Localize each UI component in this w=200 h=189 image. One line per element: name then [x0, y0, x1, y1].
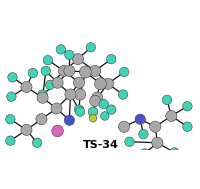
Circle shape	[99, 99, 108, 109]
Circle shape	[64, 50, 74, 60]
Circle shape	[73, 77, 84, 88]
Circle shape	[89, 95, 100, 107]
Circle shape	[64, 115, 74, 125]
Circle shape	[151, 137, 162, 148]
Circle shape	[118, 90, 127, 99]
Circle shape	[119, 67, 128, 77]
Circle shape	[37, 92, 48, 103]
Circle shape	[165, 110, 176, 122]
Circle shape	[149, 121, 160, 132]
Circle shape	[124, 137, 134, 146]
Circle shape	[52, 125, 63, 137]
Circle shape	[41, 66, 50, 76]
Circle shape	[134, 114, 145, 124]
Circle shape	[28, 68, 37, 78]
Circle shape	[51, 103, 62, 114]
Circle shape	[79, 66, 91, 78]
Circle shape	[21, 81, 32, 93]
Circle shape	[138, 129, 147, 139]
Circle shape	[32, 138, 42, 148]
Circle shape	[75, 107, 84, 116]
Circle shape	[94, 78, 106, 90]
Circle shape	[6, 115, 15, 124]
Circle shape	[139, 149, 148, 158]
Text: TS-34: TS-34	[82, 140, 118, 150]
Circle shape	[106, 54, 115, 64]
Circle shape	[89, 65, 100, 77]
Circle shape	[56, 45, 65, 54]
Circle shape	[52, 77, 63, 88]
Circle shape	[106, 105, 115, 114]
Circle shape	[6, 136, 15, 145]
Circle shape	[36, 114, 47, 125]
Circle shape	[86, 43, 95, 52]
Circle shape	[7, 92, 16, 101]
Circle shape	[91, 92, 102, 103]
Circle shape	[43, 55, 52, 65]
Circle shape	[38, 90, 47, 99]
Circle shape	[89, 114, 96, 122]
Circle shape	[65, 89, 76, 100]
Circle shape	[162, 95, 171, 105]
Circle shape	[169, 148, 178, 157]
Circle shape	[21, 124, 32, 136]
Circle shape	[45, 80, 55, 90]
Circle shape	[100, 112, 109, 120]
Circle shape	[63, 65, 75, 77]
Circle shape	[58, 65, 69, 77]
Circle shape	[74, 89, 85, 100]
Circle shape	[118, 121, 129, 132]
Circle shape	[74, 105, 83, 114]
Circle shape	[72, 53, 83, 65]
Circle shape	[182, 122, 191, 131]
Circle shape	[182, 101, 191, 111]
Circle shape	[88, 107, 97, 116]
Circle shape	[102, 78, 113, 89]
Circle shape	[8, 73, 17, 82]
